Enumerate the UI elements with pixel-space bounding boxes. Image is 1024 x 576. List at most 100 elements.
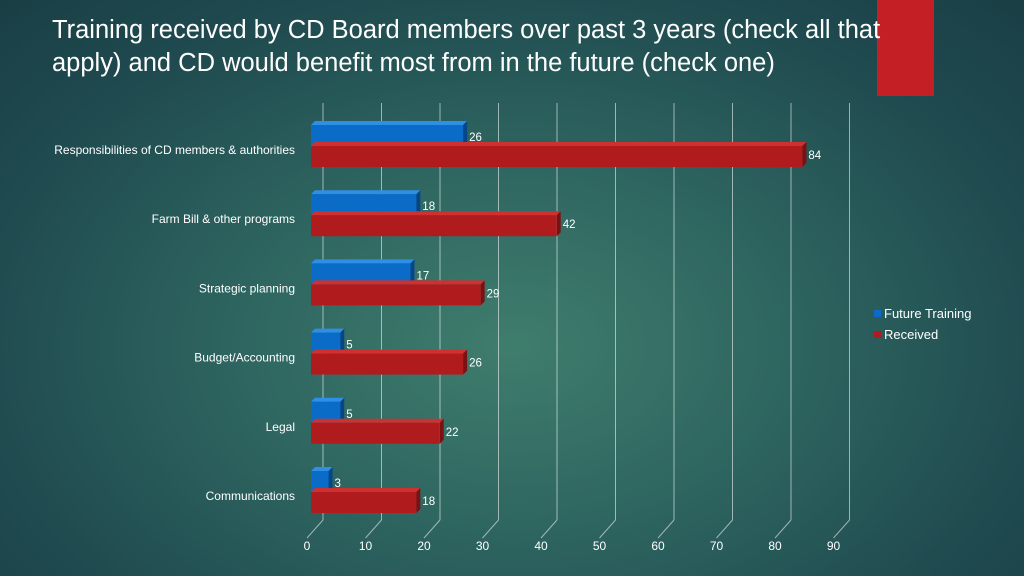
category-label: Strategic planning — [199, 281, 295, 295]
bar-top-face — [311, 211, 561, 216]
bar-top-face — [311, 349, 468, 354]
bar-front-face — [311, 353, 464, 375]
x-tick-label: 70 — [710, 539, 724, 553]
bar-side-face — [340, 397, 345, 423]
bar-received — [311, 349, 468, 375]
bar-front-face — [311, 263, 411, 285]
gridline-floor — [540, 519, 558, 539]
bar-top-face — [311, 142, 807, 146]
bar-top-face — [311, 397, 345, 402]
bar-front-face — [311, 422, 440, 444]
data-label: 5 — [346, 409, 352, 421]
bar-side-face — [328, 467, 333, 492]
bar-front-face — [311, 401, 341, 423]
bar-future-training — [311, 190, 421, 216]
data-label: 18 — [422, 496, 435, 508]
chart-title-line-1: Training received by CD Board members ov… — [52, 16, 881, 44]
category-labels: Responsibilities of CD members & authori… — [54, 143, 295, 503]
x-tick-label: 30 — [476, 539, 490, 553]
bar-front-face — [311, 492, 417, 513]
data-label: 26 — [469, 358, 482, 370]
data-label: 3 — [335, 478, 341, 490]
category-label: Legal — [266, 420, 295, 434]
bar-front-face — [311, 215, 557, 237]
bar-future-training — [311, 328, 345, 354]
x-tick-label: 0 — [304, 539, 311, 553]
bar-top-face — [311, 190, 421, 195]
gridline-floor — [482, 519, 499, 539]
legend-label-future-training: Future Training — [884, 306, 971, 321]
bar-top-face — [311, 488, 421, 492]
x-axis-ticks: 0 10 20 30 40 50 60 70 80 90 — [304, 539, 841, 553]
bar-received — [311, 280, 485, 306]
gridline-floor — [306, 519, 324, 539]
data-label: 18 — [422, 201, 435, 213]
data-label: 22 — [446, 427, 459, 439]
legend-label-received: Received — [884, 327, 938, 342]
legend-swatch-future-training — [874, 310, 881, 317]
bar-top-face — [311, 259, 415, 264]
bar-side-face — [556, 211, 561, 237]
bar-received — [311, 418, 444, 444]
bar-side-face — [416, 488, 421, 513]
chart-gridlines — [306, 103, 850, 539]
bar-future-training — [311, 121, 468, 146]
gridline-floor — [657, 519, 675, 539]
bar-future-training — [311, 397, 345, 423]
bar-top-face — [311, 467, 333, 471]
bar-front-face — [311, 146, 803, 167]
bar-side-face — [410, 259, 415, 285]
category-label: Budget/Accounting — [194, 351, 295, 365]
gridline-floor — [833, 519, 850, 539]
bar-top-face — [311, 328, 345, 333]
gridline-floor — [599, 519, 616, 539]
bar-front-face — [311, 194, 417, 216]
category-label: Farm Bill & other programs — [152, 212, 295, 226]
data-label: 29 — [487, 288, 500, 300]
x-tick-label: 90 — [827, 539, 841, 553]
x-tick-label: 10 — [359, 539, 373, 553]
bar-side-face — [802, 142, 807, 167]
gridline-floor — [365, 519, 382, 539]
data-label: 42 — [563, 219, 576, 231]
bar-received — [311, 488, 421, 513]
bar-side-face — [463, 349, 468, 375]
gridline-floor — [774, 519, 792, 539]
bar-front-face — [311, 471, 329, 492]
chart-title-line-2: apply) and CD would benefit most from in… — [52, 49, 775, 77]
bar-top-face — [311, 280, 485, 285]
category-label: Responsibilities of CD members & authori… — [54, 143, 295, 157]
legend-swatch-received — [874, 331, 881, 338]
chart-title: Training received by CD Board members ov… — [52, 14, 992, 80]
bar-side-face — [340, 328, 345, 354]
x-tick-label: 80 — [768, 539, 782, 553]
bar-side-face — [463, 121, 468, 146]
bar-top-face — [311, 418, 444, 423]
x-tick-label: 20 — [417, 539, 431, 553]
chart-legend[interactable]: Future Training Received — [874, 306, 971, 342]
x-tick-label: 50 — [593, 539, 607, 553]
data-label: 84 — [808, 150, 821, 162]
bar-side-face — [416, 190, 421, 216]
bar-top-face — [311, 121, 468, 125]
bar-received — [311, 211, 561, 237]
bar-front-face — [311, 332, 341, 354]
bar-future-training — [311, 467, 333, 492]
bar-side-face — [480, 280, 485, 306]
data-label: 5 — [346, 340, 352, 352]
title-accent-bar — [877, 0, 934, 96]
chart-bars: 26 84 18 42 17 29 5 26 5 22 3 18 — [311, 121, 822, 513]
bar-received — [311, 142, 807, 167]
data-label: 17 — [416, 270, 429, 282]
gridline-floor — [423, 519, 441, 539]
bar-front-face — [311, 284, 481, 306]
x-tick-label: 60 — [651, 539, 665, 553]
bar-side-face — [439, 418, 444, 444]
gridline-floor — [716, 519, 733, 539]
category-label: Communications — [206, 489, 295, 503]
bar-front-face — [311, 125, 464, 146]
bar-future-training — [311, 259, 415, 285]
x-tick-label: 40 — [534, 539, 548, 553]
data-label: 26 — [469, 132, 482, 144]
